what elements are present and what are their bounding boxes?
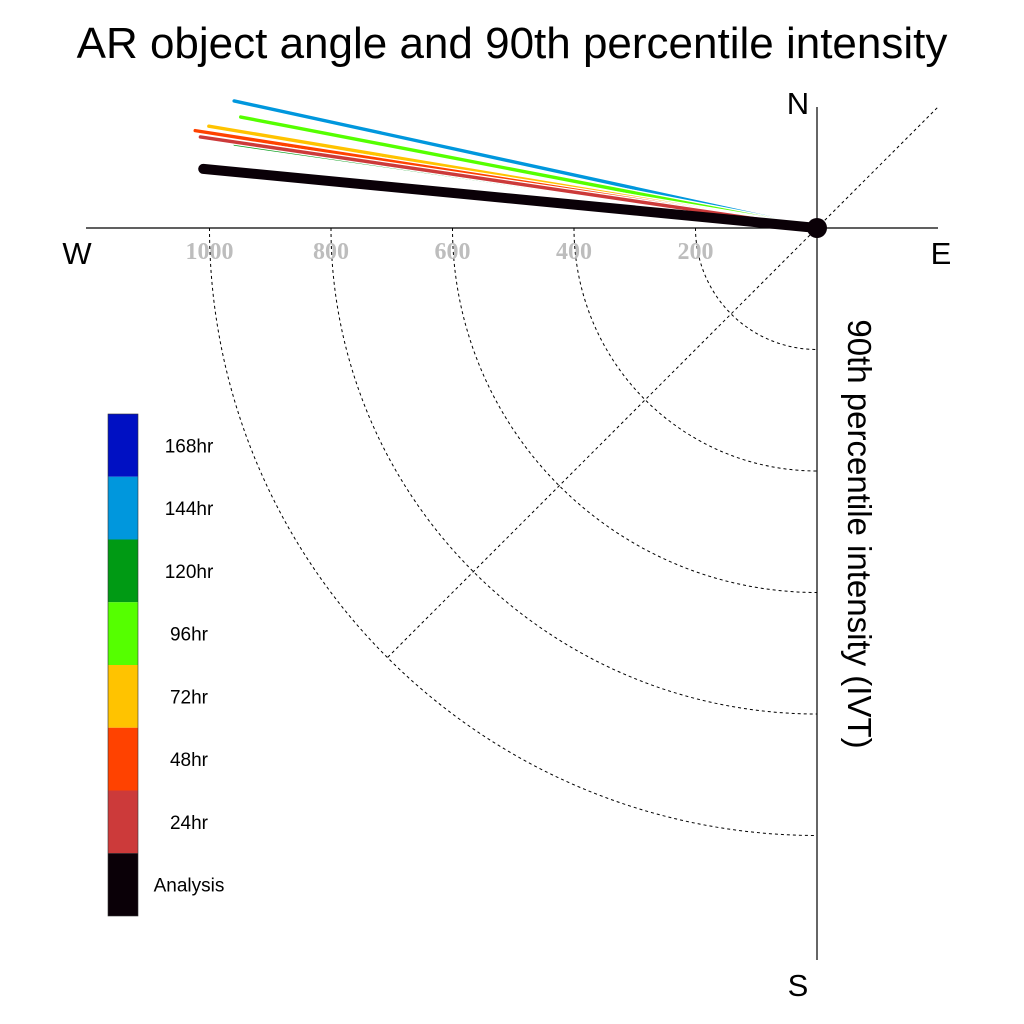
chart-title: AR object angle and 90th percentile inte… [77,19,948,68]
grid-arc-600 [452,227,818,593]
legend-swatch-analysis [108,853,138,916]
series-lines [192,97,822,233]
series-line-outline [198,163,822,233]
legend-colorbar-frame [107,413,139,917]
legend-swatch-48hr [108,727,138,791]
legend-label-72hr: 72hr [170,687,209,708]
radial-tick-400: 400 [556,239,592,265]
y-axis-label: 90th percentile intensity (IVT) [841,319,878,748]
legend: 168hr 144hr 120hr 96hr 72hr 48hr 24hr Analysis [107,413,225,917]
series-24hr [197,133,820,231]
compass-north-label: N [787,86,809,121]
series-line [198,135,819,230]
radial-tick-800: 800 [313,239,349,265]
radial-tick-labels: 200 400 600 800 1000 [186,239,714,265]
legend-swatch-144hr [108,476,138,540]
origin-marker [807,218,827,238]
polar-grid [209,107,938,836]
grid-arc-400 [573,227,818,472]
legend-label-168hr: 168hr [165,436,214,457]
legend-label-analysis: Analysis [154,876,225,897]
legend-swatch-96hr [108,602,138,665]
compass-west-label: W [62,236,92,271]
grid-arc-800 [330,227,818,715]
series-analysis [198,163,822,233]
radial-tick-200: 200 [678,239,714,265]
radial-tick-600: 600 [435,239,471,265]
legend-label-96hr: 96hr [170,625,209,646]
grid-diagonal [386,107,938,659]
grid-arc-200 [695,227,818,350]
legend-swatch-120hr [108,539,138,603]
legend-label-144hr: 144hr [165,499,214,520]
grid-arc-1000 [209,227,818,836]
compass-south-label: S [788,968,809,1003]
legend-label-48hr: 48hr [170,750,209,771]
legend-label-24hr: 24hr [170,813,209,834]
legend-swatch-72hr [108,665,138,728]
legend-label-120hr: 120hr [165,562,214,583]
legend-swatch-168hr [108,414,138,477]
radial-tick-1000: 1000 [186,239,234,265]
legend-swatch-24hr [108,790,138,854]
compass-east-label: E [931,236,952,271]
